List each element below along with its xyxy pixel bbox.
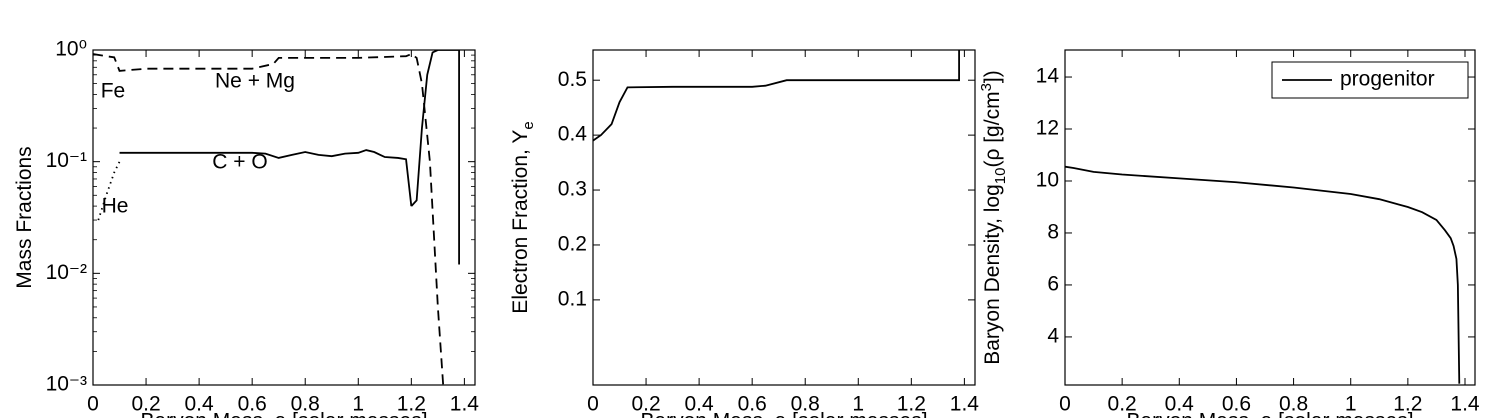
x-tick-label: 0.4	[1165, 393, 1195, 416]
axes-box	[1064, 49, 1476, 386]
series-label: He	[102, 195, 129, 218]
y-axis-label-part: Baryon Density, log	[981, 184, 1004, 365]
x-axis-label: Baryon Mass, a [solar masses]	[140, 409, 427, 418]
x-axis-label: Baryon Mass, a [solar masses]	[1126, 409, 1413, 418]
panel: 0 0.2 0.4 0.6 0.8 1 1.2 1.4 0.1 0.2 0.3 0.4 0.5 Baryo…	[509, 49, 980, 418]
data-line	[97, 161, 121, 221]
y-axis-label: Mass Fractions	[13, 146, 36, 288]
y-axis-label: Electron Fraction, Ye	[509, 121, 537, 313]
legend: progenitor	[1271, 61, 1469, 99]
x-tick-label: 0.2	[1108, 393, 1137, 416]
x-tick-label: 0.8	[1279, 393, 1308, 416]
data-line	[119, 149, 413, 207]
axes-box	[592, 49, 976, 386]
y-tick-label: 0.2	[558, 233, 587, 256]
panel: 0 0.2 0.4 0.6 0.8 1 1.2 1.4 4 6 8 10 12 14 Baryon Mass…	[978, 49, 1480, 418]
y-tick-label: 0.1	[558, 287, 587, 310]
y-axis-label: Baryon Density, log10(ρ [g/cm3])	[978, 70, 1009, 365]
x-tick-label: 1.4	[450, 393, 480, 416]
x-tick-label: 0.6	[1222, 393, 1251, 416]
y-axis-label-part: Mass Fractions	[13, 146, 36, 288]
y-tick-label: 0.3	[558, 178, 587, 201]
x-tick-label: 0.4	[185, 393, 215, 416]
series-label: Ne + Mg	[215, 70, 295, 93]
y-tick-label: 10⁻¹	[46, 149, 87, 172]
x-tick-label: 1.4	[950, 393, 980, 416]
x-tick-label: 1.2	[1393, 393, 1422, 416]
y-tick-label: 12	[1036, 117, 1059, 140]
x-tick-label: 0.8	[291, 393, 320, 416]
y-axis-label-part: 3	[978, 83, 995, 91]
series-label: C + O	[212, 151, 267, 174]
y-tick-label: 10⁻²	[46, 261, 87, 284]
x-tick-label: 0.8	[791, 393, 820, 416]
x-tick-label: 1.4	[1450, 393, 1480, 416]
data-line	[93, 53, 445, 385]
data-line	[1065, 165, 1461, 384]
panel: Fe Ne + Mg C + O He 0 0.2 0.4 0.6 0.8 1 1.2 1.4 10⁻³…	[13, 38, 479, 418]
y-tick-label: 8	[1047, 221, 1059, 244]
y-tick-label: 6	[1047, 272, 1059, 295]
x-tick-label: 0	[1059, 393, 1071, 416]
x-tick-label: 1	[352, 393, 364, 416]
y-tick-label: 4	[1047, 324, 1059, 347]
data-line	[410, 50, 460, 265]
x-axis-label: Baryon Mass, a [solar masses]	[640, 409, 927, 418]
x-tick-label: 0	[587, 393, 599, 416]
y-tick-label: 0.5	[558, 68, 587, 91]
y-tick-label: 10⁰	[55, 38, 87, 61]
y-tick-label: 0.4	[558, 123, 588, 146]
x-tick-label: 0.6	[738, 393, 767, 416]
series-label: Fe	[101, 80, 126, 103]
y-axis-label-part: e	[520, 121, 537, 129]
y-axis-label-part: ])	[981, 70, 1004, 83]
x-tick-label: 0.2	[631, 393, 660, 416]
x-tick-label: 0.6	[238, 393, 267, 416]
x-tick-label: 1.2	[397, 393, 426, 416]
y-axis-label-part: (ρ [g/cm	[981, 91, 1004, 167]
x-tick-label: 1	[1345, 393, 1357, 416]
y-axis-label-part: 10	[992, 168, 1009, 185]
y-axis-label-part: Electron Fraction, Y	[509, 130, 532, 314]
y-tick-label: 10	[1036, 169, 1059, 192]
x-tick-label: 0	[87, 393, 99, 416]
legend-label: progenitor	[1340, 68, 1435, 91]
data-line	[593, 50, 960, 142]
x-tick-label: 1	[852, 393, 864, 416]
x-tick-label: 0.4	[685, 393, 715, 416]
axes-box	[92, 49, 476, 386]
y-tick-label: 14	[1036, 65, 1060, 88]
x-tick-label: 1.2	[897, 393, 926, 416]
x-tick-label: 0.2	[131, 393, 160, 416]
y-tick-label: 10⁻³	[46, 373, 87, 396]
